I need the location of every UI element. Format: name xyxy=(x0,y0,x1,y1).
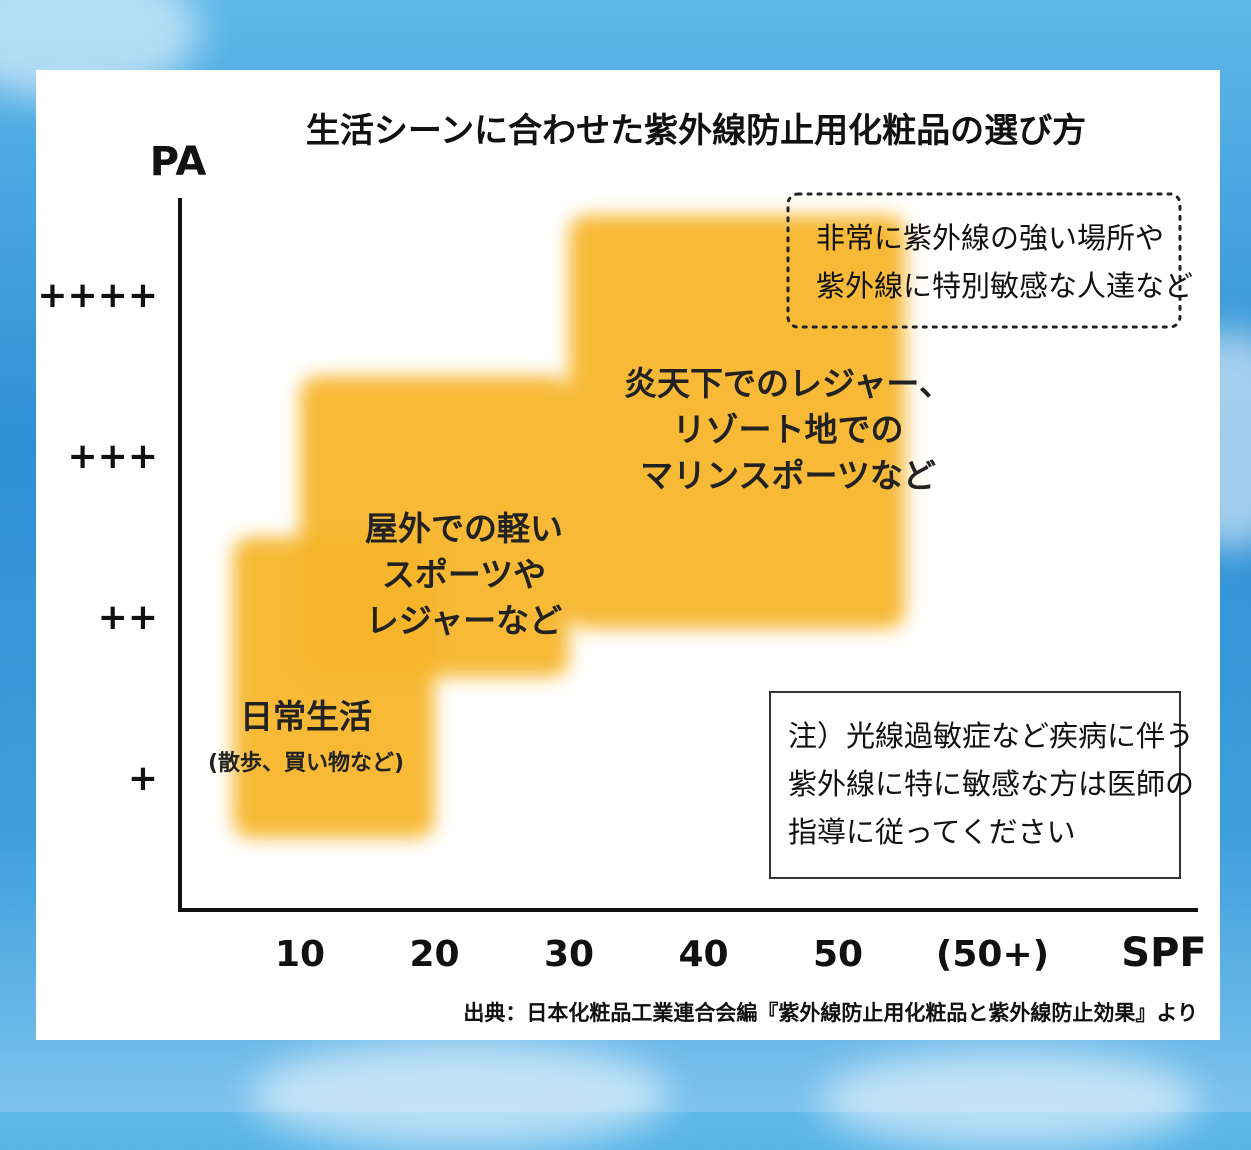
chart-title: 生活シーンに合わせた紫外線防止用化粧品の選び方 xyxy=(306,111,1086,151)
x-ticks: 10 20 30 40 50 (50+) xyxy=(275,934,1049,975)
x-tick-label: 50 xyxy=(813,934,863,975)
region-3 xyxy=(569,215,906,629)
source-note: 出典：日本化粧品工業連合会編『紫外線防止用化粧品と紫外線防止効果』より xyxy=(463,1001,1198,1025)
sky-cloud xyxy=(250,1040,670,1150)
region-label: マリンスポーツなど xyxy=(640,456,936,495)
note-line: 紫外線に特に敏感な方は医師の xyxy=(788,767,1194,801)
y-tick-label: ++++ xyxy=(37,275,158,316)
region-label: 屋外での軽い xyxy=(365,509,563,548)
region-sublabel: (散歩、買い物など) xyxy=(208,750,404,776)
y-tick-label: +++ xyxy=(68,436,159,477)
x-tick-label: 20 xyxy=(409,934,459,975)
sky-cloud xyxy=(820,1050,1200,1150)
x-axis-label: SPF xyxy=(1121,930,1206,976)
dotted-note-box xyxy=(786,192,1182,329)
x-tick-label: 30 xyxy=(544,934,594,975)
chart-panel: 生活シーンに合わせた紫外線防止用化粧品の選び方 PA SPF 10 20 30 40 5… xyxy=(36,70,1220,1040)
y-axis-label: PA xyxy=(150,139,207,185)
y-ticks: ++++++++++ xyxy=(37,275,158,799)
region-label: 日常生活 xyxy=(240,697,372,736)
y-tick-label: ++ xyxy=(98,597,158,638)
chart: 生活シーンに合わせた紫外線防止用化粧品の選び方 PA SPF 10 20 30 40 5… xyxy=(37,111,1206,1025)
region-label: スポーツや xyxy=(382,555,546,594)
regions-layer xyxy=(232,215,906,838)
note-line: 注）光線過敏症など疾病に伴う xyxy=(788,719,1194,753)
x-tick-label: 10 xyxy=(275,934,325,975)
x-tick-label: (50+) xyxy=(936,934,1049,975)
region-label: 炎天下でのレジャー、 xyxy=(624,364,952,403)
region-label: レジャーなど xyxy=(366,601,562,640)
note-line: 指導に従ってください xyxy=(788,815,1076,849)
y-tick-label: + xyxy=(128,758,158,799)
solid-note-box xyxy=(769,691,1181,879)
x-tick-label: 40 xyxy=(678,934,728,975)
region-2 xyxy=(300,376,569,677)
note-line: 非常に紫外線の強い場所や xyxy=(816,221,1164,255)
note-line: 紫外線に特別敏感な人達など xyxy=(816,269,1193,303)
region-label: リゾート地での xyxy=(673,410,904,449)
